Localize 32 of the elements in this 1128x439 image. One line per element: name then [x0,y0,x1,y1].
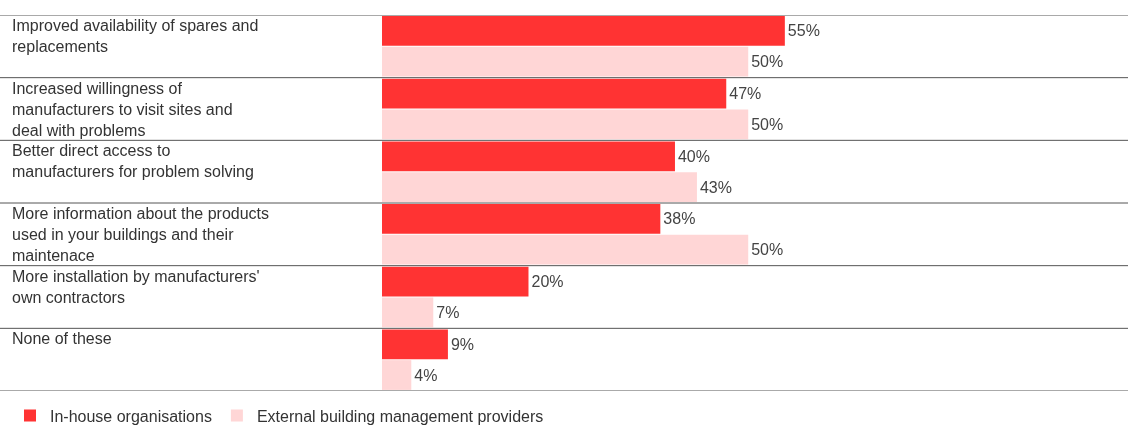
y-tick-label: Increased willingness of manufacturers to visit sites and deal with problems [12,80,233,139]
bar [382,141,675,172]
data-label: 50% [751,115,784,133]
bar [382,46,749,77]
data-label: 20% [531,273,564,291]
data-label: 9% [450,335,475,353]
data-label: 50% [751,241,784,259]
data-label: 43% [699,178,732,196]
bar [382,78,727,109]
data-label: 55% [787,22,820,40]
bar [382,329,448,360]
data-label: 7% [436,303,460,321]
data-label: 40% [677,147,710,165]
data-label: 38% [663,210,696,228]
bar [382,172,697,202]
legend-label: In-house organisations [50,407,212,425]
bar [382,109,749,140]
bar [382,266,529,297]
y-tick-label: Improved availability of spares and replacements [12,17,259,55]
bar [382,16,785,46]
bar [382,360,412,390]
y-tick-label: More installation by manufacturers' own contractors [12,268,260,306]
bar [382,234,749,265]
y-tick-label: More information about the products used in your buildings and their maintenace [12,205,270,264]
data-label: 4% [414,366,438,384]
data-label: 47% [729,85,762,103]
bar [382,297,434,328]
legend-label: External building management providers [256,407,544,425]
bar [382,204,661,234]
y-tick-label: Better direct access to manufacturers for problem solving [12,142,254,180]
data-label: 50% [751,53,784,71]
y-tick-label: None of these [12,330,112,347]
